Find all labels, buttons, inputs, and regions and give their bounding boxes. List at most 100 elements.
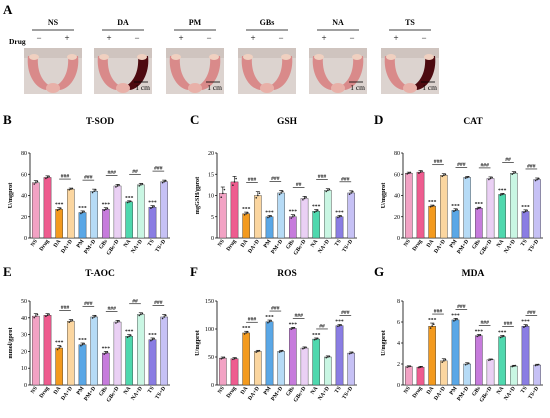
tissue-highlight	[209, 54, 219, 60]
data-point	[235, 357, 237, 359]
significance-stars: ***	[125, 195, 134, 201]
bar-drug	[230, 181, 239, 239]
data-point	[116, 185, 119, 187]
data-point	[466, 363, 468, 365]
tissue-highlight	[386, 54, 396, 60]
bar-na-plus-d	[137, 184, 145, 239]
data-point	[409, 171, 412, 174]
uterus-body	[188, 83, 202, 93]
bar-pm-plus-d	[463, 363, 471, 386]
data-point	[526, 324, 528, 327]
data-point	[313, 211, 316, 214]
data-point	[105, 208, 107, 211]
bar-na	[498, 336, 506, 386]
data-point	[45, 177, 47, 180]
bar-da-plus-d	[67, 320, 75, 386]
uterus-horn-left	[312, 56, 335, 90]
photo-group-gbs: GBs + −	[238, 18, 296, 94]
data-point	[466, 176, 468, 179]
bar-gbs	[289, 216, 297, 239]
data-point	[305, 346, 307, 349]
significance-hash: ##	[132, 169, 138, 175]
x-tick-label: TS+D	[527, 386, 540, 401]
significance-stars: ***	[498, 330, 507, 336]
data-point	[56, 348, 59, 351]
bar-ts	[148, 206, 157, 239]
x-tick-label: TS+D	[341, 239, 354, 254]
data-point	[80, 344, 82, 347]
bar-gbs	[475, 335, 483, 386]
data-point	[278, 351, 281, 353]
bar-na	[498, 194, 506, 239]
data-point	[302, 347, 304, 350]
x-tick-label: GBs+D	[106, 239, 121, 257]
photo-top-shade	[381, 48, 439, 58]
bar-ts-plus-d	[347, 192, 355, 239]
significance-hash: ###	[61, 305, 70, 311]
bar-da-plus-d	[67, 188, 75, 239]
y-tick-label: 100	[205, 327, 214, 333]
data-point	[70, 320, 72, 322]
data-point	[281, 349, 284, 352]
data-point	[93, 316, 95, 318]
bar-ts	[148, 339, 157, 386]
x-tick-label: NS	[217, 386, 226, 395]
x-tick-label: GBs+D	[479, 386, 494, 404]
data-point	[233, 181, 236, 183]
bar-ns	[405, 172, 413, 239]
data-point	[115, 186, 117, 188]
uterus-horn-right	[413, 56, 436, 90]
bar-na	[125, 336, 133, 386]
data-point	[223, 356, 226, 359]
y-tick-label: 50	[208, 355, 214, 361]
data-point	[268, 320, 271, 323]
bar-da-plus-d	[440, 175, 448, 239]
data-point	[441, 361, 444, 363]
significance-stars: ***	[102, 346, 111, 352]
bar-da	[55, 347, 63, 386]
significance-hash: ###	[318, 174, 327, 180]
significance-stars: ***	[125, 329, 134, 335]
uterus-horn-left	[27, 56, 50, 90]
significance-stars: ***	[148, 200, 157, 206]
y-tick-label: 40	[21, 194, 27, 200]
data-point	[257, 350, 259, 353]
data-point	[348, 352, 351, 355]
group-name: PM	[189, 18, 202, 27]
drug-sign: −	[134, 33, 139, 43]
significance-hash: ###	[480, 320, 489, 326]
data-point	[268, 215, 271, 218]
bar-pm	[265, 321, 274, 386]
uterus-horn-left	[97, 56, 120, 90]
tissue-highlight	[281, 54, 291, 60]
x-tick-label: NS	[217, 239, 226, 248]
data-point	[327, 356, 329, 358]
x-tick-label: NA+D	[130, 239, 144, 255]
uterus-horn-left	[384, 56, 407, 90]
y-tick-label: 0	[24, 383, 27, 389]
significance-stars: ***	[289, 209, 298, 215]
data-point	[302, 198, 304, 201]
drug-sign: −	[421, 33, 426, 43]
y-tick-label: 40	[394, 194, 400, 200]
significance-stars: ***	[521, 319, 530, 325]
data-point	[278, 193, 281, 196]
data-point	[408, 365, 410, 368]
data-point	[246, 331, 249, 333]
bar-gbs-plus-d	[486, 359, 495, 386]
x-tick-label: GBs	[98, 385, 109, 398]
data-point	[501, 193, 503, 196]
data-point	[453, 320, 455, 322]
data-point	[233, 357, 236, 360]
uterus-horn-right	[341, 56, 364, 90]
data-point	[91, 191, 94, 194]
data-point	[222, 192, 224, 195]
tissue-highlight	[171, 54, 181, 60]
bar-gbs-plus-d	[113, 321, 122, 386]
data-point	[536, 178, 538, 181]
x-tick-label: DA+D	[433, 239, 447, 255]
bar-da	[428, 205, 436, 239]
data-point	[46, 314, 49, 317]
